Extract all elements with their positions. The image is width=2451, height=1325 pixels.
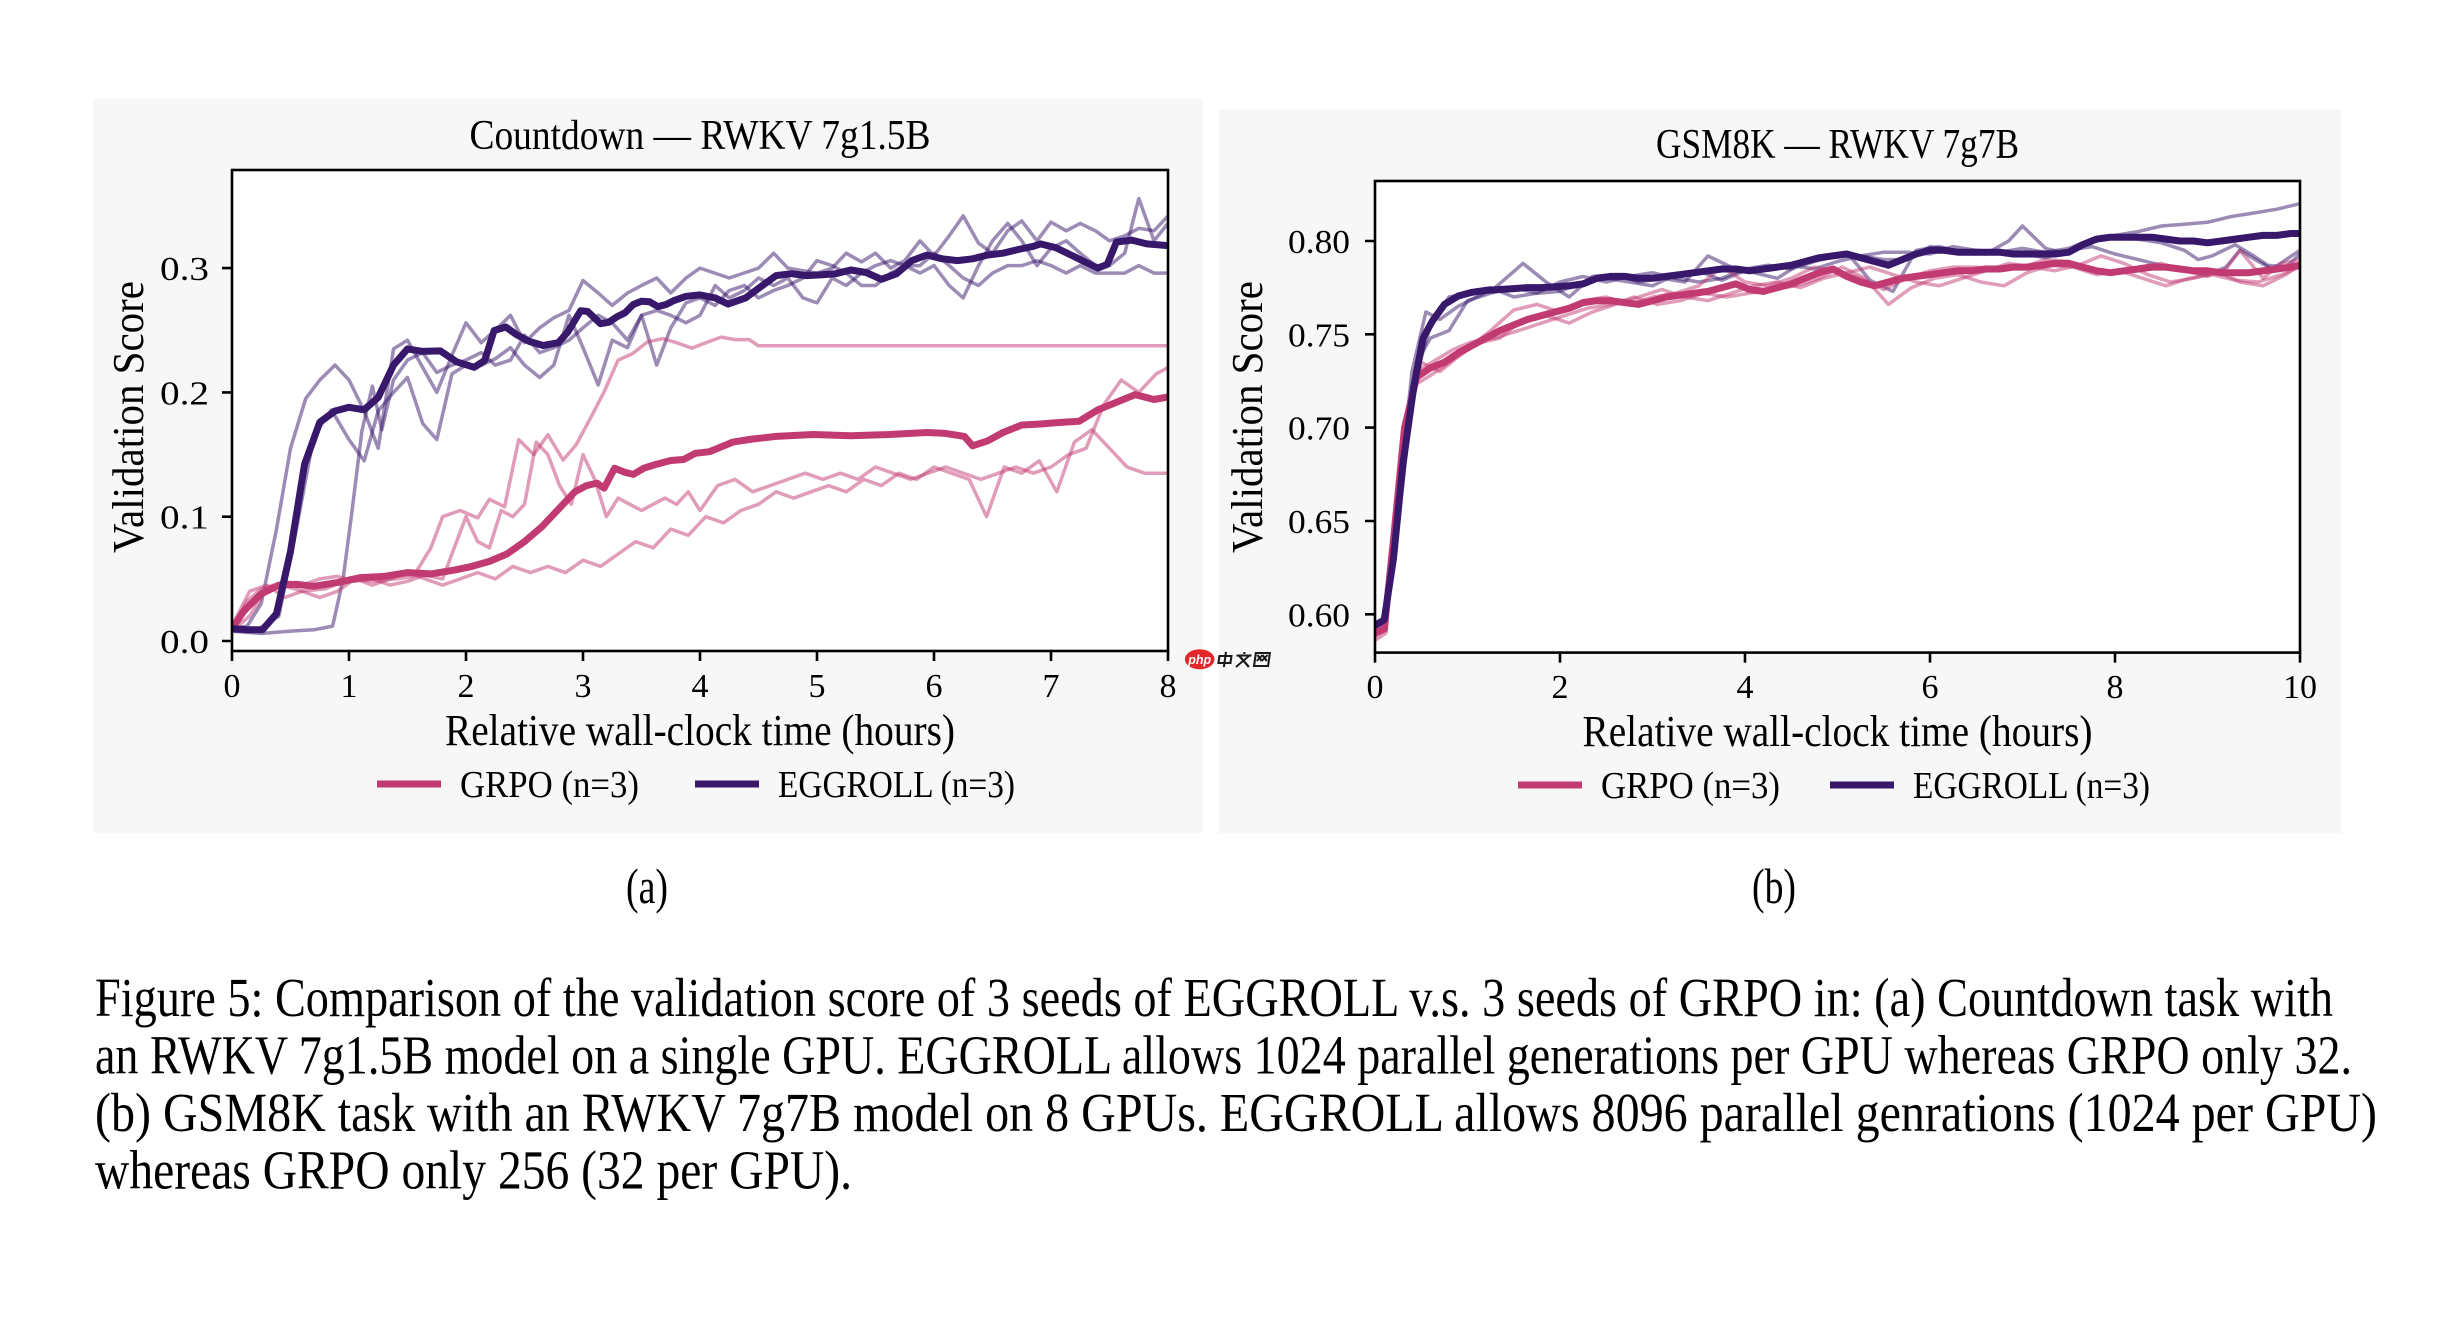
svg-text:(b): (b) — [1752, 858, 1796, 914]
svg-text:7: 7 — [1043, 668, 1060, 705]
svg-text:Validation Score: Validation Score — [1223, 281, 1272, 553]
svg-text:an RWKV 7g1.5B model on a sing: an RWKV 7g1.5B model on a single GPU. EG… — [95, 1025, 2352, 1086]
svg-text:GRPO (n=3): GRPO (n=3) — [1601, 765, 1780, 807]
svg-text:EGGROLL (n=3): EGGROLL (n=3) — [778, 764, 1015, 806]
svg-text:GSM8K — RWKV 7g7B: GSM8K — RWKV 7g7B — [1656, 122, 2019, 168]
svg-text:4: 4 — [692, 668, 709, 705]
svg-text:2: 2 — [1552, 669, 1569, 706]
svg-text:1: 1 — [341, 668, 358, 705]
svg-text:4: 4 — [1737, 669, 1754, 706]
svg-text:Validation Score: Validation Score — [104, 281, 153, 553]
svg-text:10: 10 — [2283, 669, 2317, 706]
svg-text:6: 6 — [926, 668, 943, 705]
svg-text:0.70: 0.70 — [1288, 411, 1350, 448]
svg-text:GRPO (n=3): GRPO (n=3) — [460, 764, 639, 806]
svg-text:0.0: 0.0 — [160, 624, 209, 661]
svg-text:0.2: 0.2 — [160, 375, 209, 412]
svg-text:Relative wall-clock time (hour: Relative wall-clock time (hours) — [1583, 707, 2093, 756]
svg-text:0.3: 0.3 — [160, 251, 209, 288]
svg-text:Relative wall-clock time (hour: Relative wall-clock time (hours) — [445, 706, 955, 755]
svg-text:8: 8 — [1160, 668, 1177, 705]
svg-text:whereas GRPO only 256 (32 per: whereas GRPO only 256 (32 per GPU). — [95, 1140, 852, 1201]
svg-text:(b) GSM8K task with an RWKV 7g: (b) GSM8K task with an RWKV 7g7B model o… — [95, 1082, 2377, 1143]
svg-text:0.60: 0.60 — [1288, 597, 1350, 634]
svg-text:0.1: 0.1 — [160, 500, 209, 537]
svg-text:EGGROLL (n=3): EGGROLL (n=3) — [1913, 765, 2150, 807]
svg-text:2: 2 — [458, 668, 475, 705]
svg-text:3: 3 — [575, 668, 592, 705]
svg-text:0.75: 0.75 — [1288, 317, 1350, 354]
svg-text:php: php — [1187, 653, 1211, 667]
svg-text:(a): (a) — [626, 858, 668, 914]
svg-text:6: 6 — [1922, 669, 1939, 706]
svg-text:0.80: 0.80 — [1288, 224, 1350, 261]
svg-text:0: 0 — [224, 668, 241, 705]
svg-text:Countdown — RWKV 7g1.5B: Countdown — RWKV 7g1.5B — [470, 113, 931, 159]
svg-text:5: 5 — [809, 668, 826, 705]
svg-text:Figure 5: Comparison of the va: Figure 5: Comparison of the validation s… — [95, 967, 2333, 1028]
svg-text:0.65: 0.65 — [1288, 504, 1350, 541]
svg-text:0: 0 — [1367, 669, 1384, 706]
svg-text:8: 8 — [2107, 669, 2124, 706]
